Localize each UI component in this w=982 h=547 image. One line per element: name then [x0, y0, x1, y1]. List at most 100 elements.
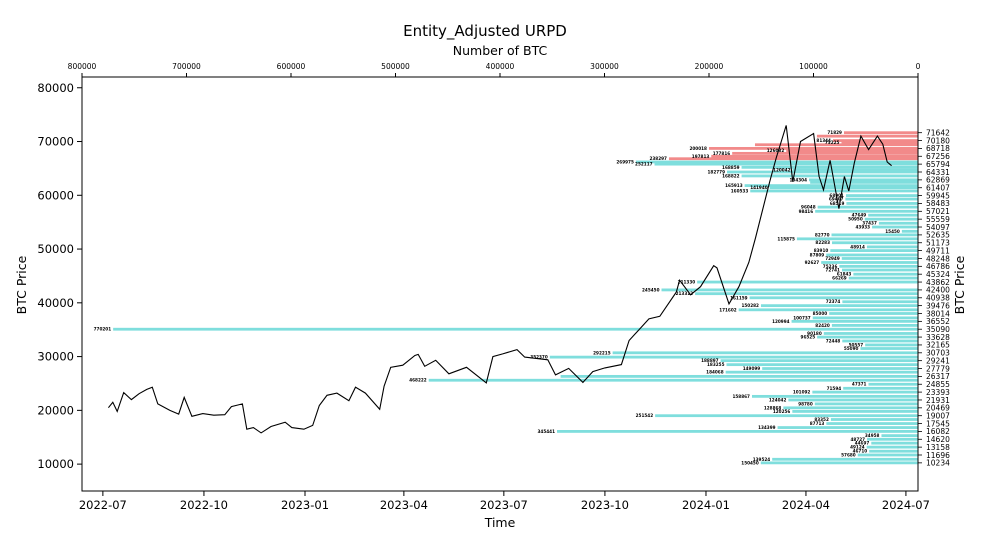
- urpd-bar-label: 124042: [769, 397, 787, 402]
- urpd-bar: [814, 402, 918, 406]
- urpd-bar: [826, 253, 918, 257]
- right-price-tick-label: 33628: [926, 333, 950, 342]
- price-tick-label: 30000: [37, 350, 74, 364]
- urpd-bar: [744, 184, 918, 188]
- urpd-bar: [812, 316, 918, 320]
- urpd-bar-label: 141940: [750, 185, 768, 190]
- urpd-bar-label: 120994: [772, 319, 790, 324]
- urpd-bar: [786, 149, 918, 153]
- right-price-tick-label: 36552: [926, 317, 950, 326]
- urpd-bar: [841, 141, 918, 144]
- urpd-bar: [428, 378, 918, 382]
- urpd-bar-label: 81344: [816, 138, 831, 143]
- urpd-bar: [612, 351, 918, 355]
- urpd-bar-label: 269975: [616, 159, 634, 164]
- urpd-bar-label: 57680: [841, 452, 856, 457]
- right-price-tick-label: 51173: [926, 239, 950, 248]
- urpd-bar-label: 69467: [829, 197, 844, 202]
- urpd-bar-label: 345441: [538, 429, 556, 434]
- right-price-tick-label: 23393: [926, 388, 950, 397]
- urpd-bar: [810, 180, 918, 184]
- price-tick-label: 70000: [37, 135, 74, 149]
- time-tick-label: 2023-10: [581, 498, 629, 512]
- urpd-bar: [845, 194, 918, 197]
- urpd-bar: [843, 386, 918, 390]
- urpd-bar-label: 213312: [676, 291, 694, 296]
- urpd-bar: [792, 168, 918, 172]
- urpd-bar: [821, 261, 918, 264]
- right-y-axis-label: BTC Price: [952, 255, 967, 314]
- urpd-bar: [841, 257, 918, 260]
- urpd-bar: [843, 131, 918, 135]
- urpd-bar: [557, 430, 918, 433]
- urpd-bar: [708, 147, 918, 150]
- urpd-bar: [725, 370, 918, 374]
- urpd-bar: [751, 394, 918, 398]
- urpd-bar-label: 82420: [815, 323, 830, 328]
- urpd-bar-label: 71594: [827, 386, 842, 391]
- btc-axis-ticks: 800000 700000 600000 500000 400000 300000 2000…: [68, 62, 921, 77]
- urpd-bar: [760, 461, 918, 465]
- right-price-tick-label: 52635: [926, 231, 950, 240]
- urpd-bar-label: 44697: [855, 441, 870, 446]
- urpd-bar-label: 238297: [649, 156, 667, 161]
- urpd-bar: [864, 217, 918, 221]
- btc-tick-label: 500000: [381, 62, 410, 71]
- urpd-bar-label: 101092: [793, 390, 811, 395]
- urpd-bar-label: 87713: [810, 421, 825, 426]
- urpd-bar-label: 252117: [635, 162, 653, 167]
- right-price-tick-label: 26317: [926, 372, 950, 381]
- urpd-bar-label: 150450: [741, 460, 759, 465]
- urpd-bar-label: 61843: [837, 272, 852, 277]
- right-price-tick-label: 54097: [926, 223, 950, 232]
- urpd-bar-label: 72949: [825, 256, 840, 261]
- urpd-bar: [816, 134, 918, 138]
- urpd-bar-label: 165913: [725, 183, 743, 188]
- urpd-bar: [732, 151, 918, 155]
- price-tick-label: 80000: [37, 81, 74, 95]
- urpd-bar-label: 50557: [849, 342, 864, 347]
- urpd-bar-label: 197813: [692, 154, 710, 159]
- urpd-bar-label: 46710: [853, 449, 868, 454]
- urpd-bar-label: 468222: [409, 378, 427, 383]
- urpd-bar-label: 43933: [856, 225, 871, 230]
- right-price-tick-label: 17545: [926, 419, 950, 428]
- urpd-bar: [760, 304, 918, 308]
- right-price-tick-label: 55559: [926, 215, 950, 224]
- urpd-bar-label: 48727: [851, 437, 866, 442]
- urpd-bar: [783, 406, 918, 410]
- urpd-bar: [853, 272, 918, 276]
- urpd-bar-label: 96525: [801, 335, 816, 340]
- urpd-bar-label: 83352: [814, 417, 829, 422]
- right-price-tick-label: 16082: [926, 427, 950, 436]
- time-tick-label: 2023-01: [281, 498, 329, 512]
- urpd-bar: [697, 280, 918, 284]
- urpd-bar: [868, 382, 918, 386]
- urpd-bar: [777, 426, 918, 429]
- urpd-bars: [113, 131, 918, 465]
- btc-tick-label: 100000: [799, 62, 828, 71]
- urpd-bar: [791, 319, 918, 323]
- urpd-bar-label: 149099: [743, 366, 761, 371]
- urpd-bar: [866, 245, 918, 249]
- price-line: [107, 125, 892, 434]
- right-price-tick-label: 35090: [926, 325, 950, 334]
- urpd-bar: [842, 339, 918, 343]
- price-axis-ticks: 10000 20000 30000 40000 50000 60000 70000 80000: [37, 81, 82, 471]
- urpd-bar: [750, 189, 918, 193]
- right-price-tick-label: 65794: [926, 160, 950, 169]
- price-tick-label: 10000: [37, 457, 74, 471]
- urpd-bar-label: 75236: [823, 264, 838, 269]
- urpd-bar: [881, 434, 918, 438]
- urpd-bar-label: 168859: [722, 165, 740, 170]
- urpd-bar: [726, 363, 918, 367]
- urpd-bar-label: 292215: [593, 350, 611, 355]
- urpd-bar: [720, 359, 918, 363]
- right-price-tick-label: 24855: [926, 380, 950, 389]
- urpd-bar-label: 50950: [848, 217, 863, 222]
- urpd-bar-label: 188897: [701, 358, 719, 363]
- urpd-bar-label: 171602: [719, 307, 737, 312]
- urpd-bar: [655, 414, 918, 418]
- urpd-bar-label: 182779: [708, 169, 726, 174]
